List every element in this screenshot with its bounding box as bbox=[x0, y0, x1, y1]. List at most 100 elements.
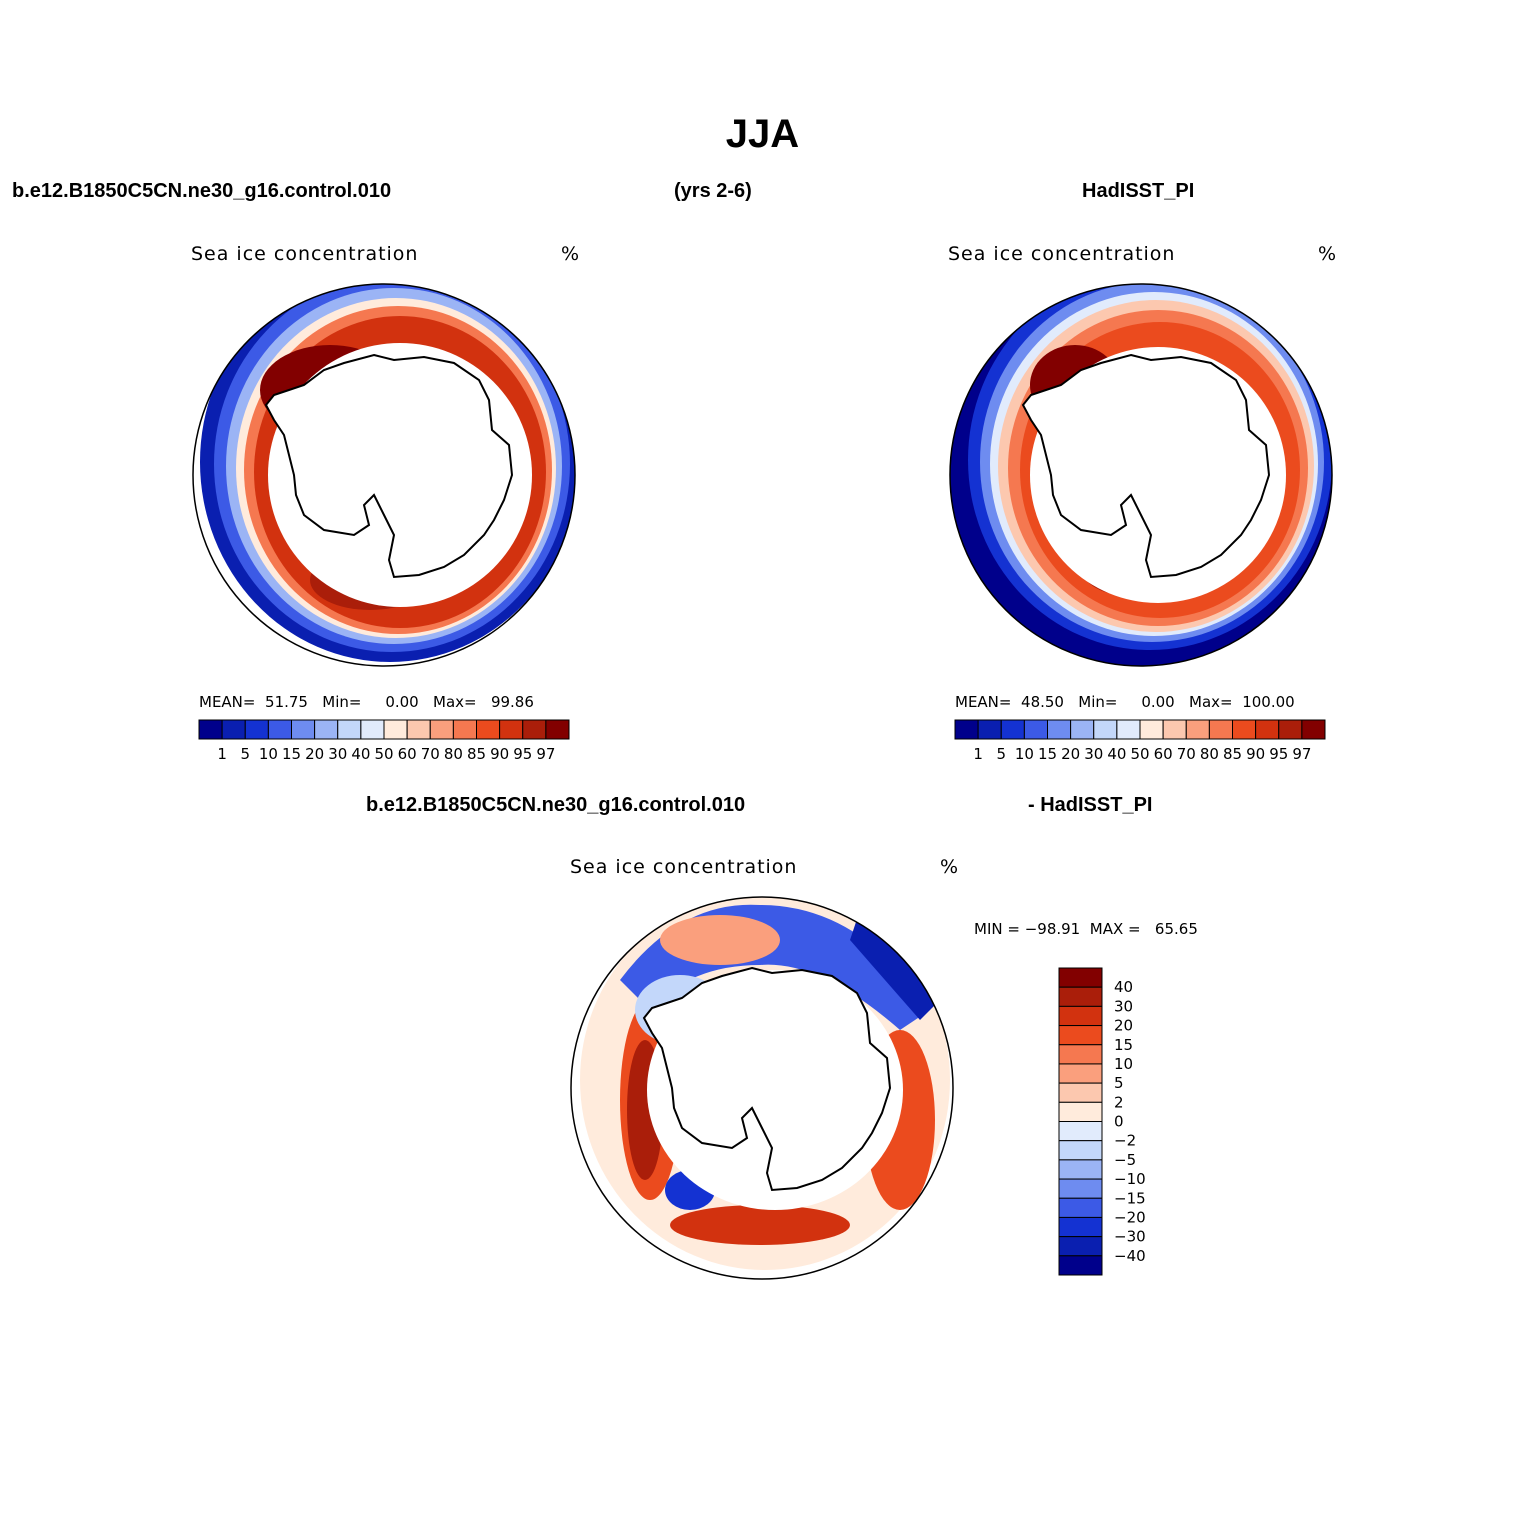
colorbar-box bbox=[1139, 719, 1164, 740]
colorbar-box bbox=[1023, 719, 1048, 740]
colorbar-box bbox=[1058, 1255, 1103, 1276]
colorbar-tick-label: 5 bbox=[240, 745, 250, 763]
obs-header: HadISST_PI bbox=[1082, 180, 1195, 202]
colorbar-tick-label: 70 bbox=[1177, 745, 1196, 763]
map-diff bbox=[571, 897, 953, 1279]
colorbar-box bbox=[383, 719, 408, 740]
mean-value: 48.50 bbox=[1021, 693, 1064, 711]
colorbar-box bbox=[954, 719, 979, 740]
years-header: (yrs 2-6) bbox=[674, 180, 752, 202]
panel3-variable: Sea ice concentration bbox=[570, 856, 798, 878]
colorbar-tick-label: 20 bbox=[1114, 1017, 1133, 1035]
colorbar-tick-label: 30 bbox=[328, 745, 347, 763]
colorbar-tick-label: 97 bbox=[536, 745, 555, 763]
map-model-border bbox=[192, 283, 576, 667]
colorbar-tick-label: −10 bbox=[1114, 1170, 1146, 1188]
colorbar-tick-label: 50 bbox=[1130, 745, 1149, 763]
colorbar-box bbox=[1301, 719, 1326, 740]
colorbar-tick-label: 30 bbox=[1084, 745, 1103, 763]
colorbar-box bbox=[1278, 719, 1303, 740]
colorbar-box bbox=[476, 719, 501, 740]
map-obs-border bbox=[949, 283, 1333, 667]
colorbar-box bbox=[429, 719, 454, 740]
colorbar-model bbox=[198, 719, 570, 740]
colorbar-box bbox=[267, 719, 292, 740]
colorbar-tick-label: −5 bbox=[1114, 1151, 1136, 1169]
colorbar-box bbox=[221, 719, 246, 740]
colorbar-tick-label: −20 bbox=[1114, 1208, 1146, 1226]
colorbar-tick-label: 95 bbox=[513, 745, 532, 763]
colorbar-tick-label: 15 bbox=[282, 745, 301, 763]
panel3-units: % bbox=[940, 856, 960, 878]
panel2-variable: Sea ice concentration bbox=[948, 243, 1176, 265]
colorbar-box bbox=[1162, 719, 1187, 740]
colorbar-box bbox=[360, 719, 385, 740]
min-label: MIN = bbox=[974, 920, 1020, 938]
colorbar-box bbox=[1058, 1121, 1103, 1142]
colorbar-box bbox=[1058, 1005, 1103, 1027]
map-model bbox=[193, 284, 575, 666]
max-value: 65.65 bbox=[1154, 920, 1198, 938]
diff-obs-header: - HadISST_PI bbox=[1028, 794, 1153, 816]
colorbar-tick-label: 10 bbox=[259, 745, 278, 763]
colorbar-tick-label: 1 bbox=[217, 745, 227, 763]
colorbar-box bbox=[1058, 1044, 1103, 1065]
colorbar-tick-label: 90 bbox=[1246, 745, 1265, 763]
colorbar-model-labels: 1 5 10 15 20 30 40 50 60 70 80 85 90 95 97 bbox=[217, 745, 555, 763]
colorbar-tick-label: −15 bbox=[1114, 1189, 1146, 1207]
colorbar-tick-label: 15 bbox=[1038, 745, 1057, 763]
max-label: MAX = bbox=[1089, 920, 1141, 938]
min-value: 0.00 bbox=[385, 693, 419, 711]
colorbar-box bbox=[1185, 719, 1210, 740]
colorbar-box bbox=[499, 719, 524, 740]
colorbar-tick-label: 15 bbox=[1114, 1036, 1133, 1054]
colorbar-diff bbox=[1058, 967, 1103, 1276]
colorbar-tick-label: 1 bbox=[973, 745, 983, 763]
colorbar-tick-label: 60 bbox=[1154, 745, 1173, 763]
colorbar-box bbox=[337, 719, 362, 740]
colorbar-box bbox=[1232, 719, 1257, 740]
colorbar-tick-label: 80 bbox=[444, 745, 463, 763]
colorbar-box bbox=[1058, 1140, 1103, 1161]
max-label: Max= bbox=[433, 693, 477, 711]
colorbar-box bbox=[1070, 719, 1095, 740]
max-label: Max= bbox=[1189, 693, 1233, 711]
colorbar-tick-label: 30 bbox=[1114, 997, 1133, 1015]
colorbar-box bbox=[291, 719, 316, 740]
colorbar-tick-label: 80 bbox=[1200, 745, 1219, 763]
colorbar-box bbox=[1116, 719, 1141, 740]
colorbar-box bbox=[1047, 719, 1072, 740]
colorbar-box bbox=[545, 719, 570, 740]
min-value: 0.00 bbox=[1141, 693, 1175, 711]
colorbar-tick-label: 95 bbox=[1269, 745, 1288, 763]
colorbar-box bbox=[1058, 986, 1103, 1007]
colorbar-obs-labels: 1 5 10 15 20 30 40 50 60 70 80 85 90 95 97 bbox=[973, 745, 1311, 763]
colorbar-tick-label: 5 bbox=[996, 745, 1006, 763]
colorbar-tick-label: 40 bbox=[351, 745, 370, 763]
colorbar-box bbox=[406, 719, 431, 740]
colorbar-tick-label: 60 bbox=[398, 745, 417, 763]
colorbar-box bbox=[1255, 719, 1280, 740]
colorbar-tick-label: 0 bbox=[1114, 1113, 1124, 1131]
colorbar-tick-label: 70 bbox=[421, 745, 440, 763]
colorbar-tick-label: 97 bbox=[1292, 745, 1311, 763]
colorbar-tick-label: 85 bbox=[1223, 745, 1242, 763]
panel1-stats: MEAN= 51.75 Min= 0.00 Max= 99.86 bbox=[199, 693, 534, 711]
colorbar-tick-label: 90 bbox=[490, 745, 509, 763]
colorbar-box bbox=[452, 719, 477, 740]
mean-label: MEAN= bbox=[955, 693, 1012, 711]
panel2-stats: MEAN= 48.50 Min= 0.00 Max= 100.00 bbox=[955, 693, 1295, 711]
colorbar-tick-label: −40 bbox=[1114, 1247, 1146, 1265]
colorbar-tick-label: −30 bbox=[1114, 1228, 1146, 1246]
colorbar-box bbox=[314, 719, 339, 740]
colorbar-tick-label: 10 bbox=[1114, 1055, 1133, 1073]
map-diff-border bbox=[570, 896, 954, 1280]
max-value: 100.00 bbox=[1242, 693, 1295, 711]
min-value: −98.91 bbox=[1024, 920, 1081, 938]
colorbar-box bbox=[244, 719, 269, 740]
figure-title: JJA bbox=[725, 112, 800, 156]
colorbar-box bbox=[1058, 1197, 1103, 1218]
colorbar-box bbox=[1058, 1101, 1103, 1122]
min-label: Min= bbox=[1078, 693, 1118, 711]
min-label: Min= bbox=[322, 693, 362, 711]
